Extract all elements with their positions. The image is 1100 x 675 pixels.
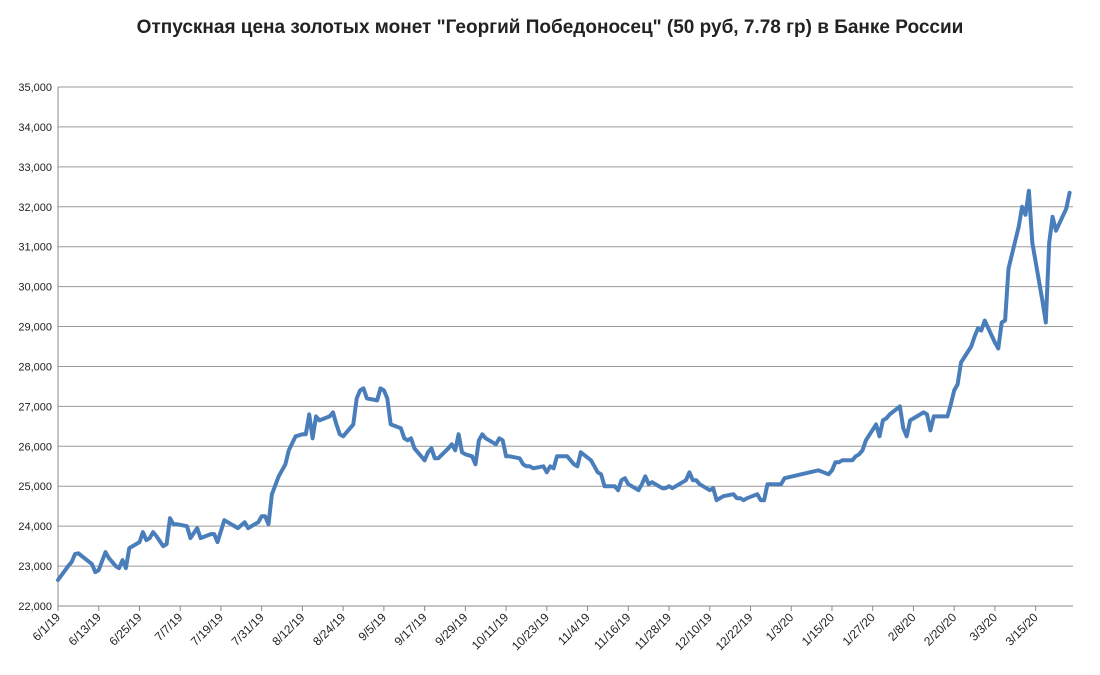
x-tick-label: 7/31/19 [229, 610, 267, 648]
y-tick-label: 29,000 [18, 322, 52, 334]
chart-title: Отпускная цена золотых монет "Георгий По… [136, 17, 964, 38]
x-tick-label: 11/4/19 [555, 610, 593, 648]
x-tick-label: 6/13/19 [66, 610, 104, 648]
y-tick-label: 32,000 [18, 202, 52, 214]
x-tick-labels: 6/1/19 6/13/19 6/25/19 7/7/19 7/19/19 7/31/19… [30, 610, 1041, 653]
x-tick-label: 1/27/20 [840, 610, 878, 648]
x-tick-label: 12/22/19 [713, 610, 756, 653]
x-tick-label: 11/16/19 [591, 610, 634, 653]
x-tick-label: 9/17/19 [392, 610, 430, 648]
y-tick-label: 35,000 [18, 82, 52, 94]
x-tick-label: 6/25/19 [106, 610, 144, 648]
axes [57, 87, 1073, 611]
gridlines [58, 86, 1073, 607]
x-tick-label: 8/24/19 [310, 610, 348, 648]
y-tick-label: 31,000 [18, 242, 52, 254]
y-tick-label: 25,000 [18, 481, 52, 493]
y-tick-label: 30,000 [18, 282, 52, 294]
series-layer [56, 188, 1072, 582]
x-tick-label: 8/12/19 [269, 610, 307, 648]
x-tick-label: 9/5/19 [356, 610, 390, 644]
x-tick-label: 1/15/20 [799, 610, 837, 648]
x-tick-label: 9/29/19 [432, 610, 470, 648]
y-tick-label: 28,000 [18, 361, 52, 373]
y-tick-label: 34,000 [18, 122, 52, 134]
x-tick-label: 6/1/19 [30, 610, 64, 644]
y-tick-label: 23,000 [18, 561, 52, 573]
x-tick-label: 2/8/20 [885, 610, 919, 644]
y-tick-label: 22,000 [18, 601, 52, 613]
y-tick-label: 26,000 [18, 441, 52, 453]
x-tick-label: 3/15/20 [1003, 610, 1041, 648]
price-series-line [56, 188, 1072, 582]
x-tick-label: 1/3/20 [763, 610, 797, 644]
y-tick-labels: 22,000 23,000 24,000 25,000 26,000 27,000 28,0… [18, 82, 52, 613]
y-tick-label: 24,000 [18, 521, 52, 533]
x-tick-label: 3/3/20 [967, 610, 1001, 644]
x-tick-label: 7/19/19 [188, 610, 226, 648]
x-tick-label: 11/28/19 [632, 610, 675, 653]
x-tick-label: 7/7/19 [152, 610, 186, 644]
y-tick-label: 33,000 [18, 162, 52, 174]
y-tick-label: 27,000 [18, 401, 52, 413]
x-tick-label: 2/20/20 [921, 610, 959, 648]
x-tick-label: 12/10/19 [672, 610, 715, 653]
x-tick-label: 10/23/19 [509, 610, 552, 653]
x-tick-label: 10/11/19 [469, 610, 512, 653]
